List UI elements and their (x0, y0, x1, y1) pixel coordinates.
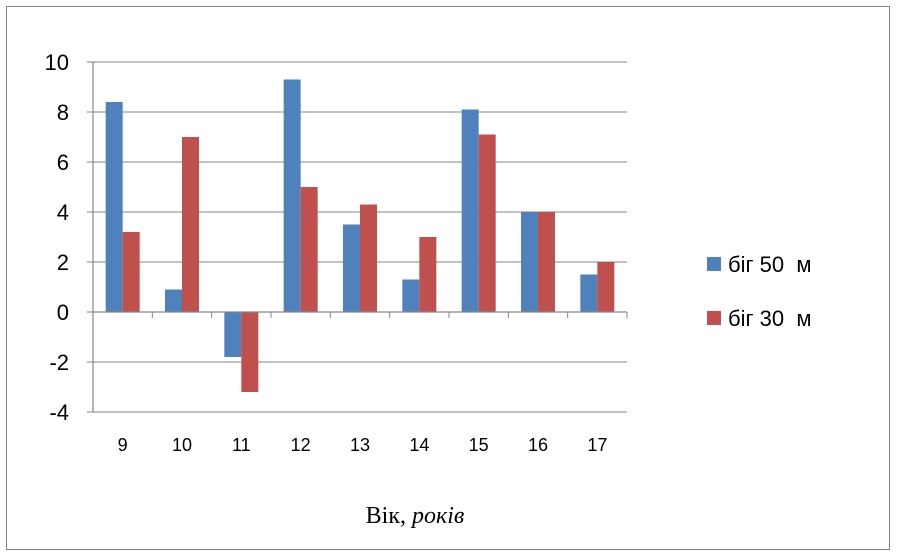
x-axis-title-italic: років (410, 503, 464, 529)
bar-series-2 (419, 237, 437, 312)
y-tick-labels: -4 -2 0 2 4 6 8 10 (45, 50, 69, 425)
x-tick-label: 14 (409, 435, 429, 455)
legend-label: біг 50 м (728, 252, 811, 277)
x-tick-label: 12 (291, 435, 311, 455)
bar-series-1 (224, 312, 242, 357)
bars (105, 79, 615, 392)
bar-series-2 (360, 204, 377, 312)
axes (92, 62, 628, 412)
bar-series-2 (241, 312, 259, 392)
bar-series-1 (343, 224, 360, 312)
bar-series-1 (402, 279, 420, 312)
y-tick-label: 4 (57, 200, 69, 225)
x-axis-title-main: Вік, (366, 503, 412, 529)
x-tick-label: 17 (587, 435, 607, 455)
x-tick-label: 9 (118, 435, 128, 455)
legend-swatch (707, 257, 721, 271)
x-tick-label: 13 (350, 435, 370, 455)
bar-series-1 (461, 109, 479, 312)
bar-series-2 (478, 134, 496, 312)
legend: біг 50 м біг 30 м (707, 252, 811, 331)
bar-series-1 (580, 274, 598, 312)
x-axis-title: Вік, років (366, 503, 465, 529)
x-tick-label: 10 (172, 435, 192, 455)
y-tick-label: 6 (57, 150, 69, 175)
y-tick-label: 8 (57, 100, 69, 125)
y-tick-label: -4 (49, 400, 69, 425)
x-tick-label: 15 (469, 435, 489, 455)
bar-series-1 (283, 79, 301, 312)
chart-frame: -4 -2 0 2 4 6 8 10 9 10 11 12 13 14 15 16 17 біг 50 м бі… (6, 6, 890, 550)
x-tick-label: 11 (232, 435, 251, 455)
x-tick-labels: 9 10 11 12 13 14 15 16 17 (118, 435, 608, 455)
bar-series-1 (165, 289, 182, 312)
bar-series-2 (300, 187, 318, 312)
bar-series-2 (538, 212, 555, 312)
bar-series-1 (105, 102, 123, 312)
legend-swatch (707, 311, 721, 325)
legend-label: біг 30 м (728, 306, 811, 331)
bar-series-2 (122, 232, 140, 312)
y-tick-label: -2 (49, 350, 69, 375)
bar-series-2 (182, 137, 199, 312)
bar-series-2 (597, 262, 615, 312)
y-tick-label: 2 (57, 250, 69, 275)
bar-series-1 (521, 212, 538, 312)
y-tick-label: 0 (57, 300, 69, 325)
y-tick-label: 10 (45, 50, 69, 75)
x-tick-label: 16 (528, 435, 548, 455)
